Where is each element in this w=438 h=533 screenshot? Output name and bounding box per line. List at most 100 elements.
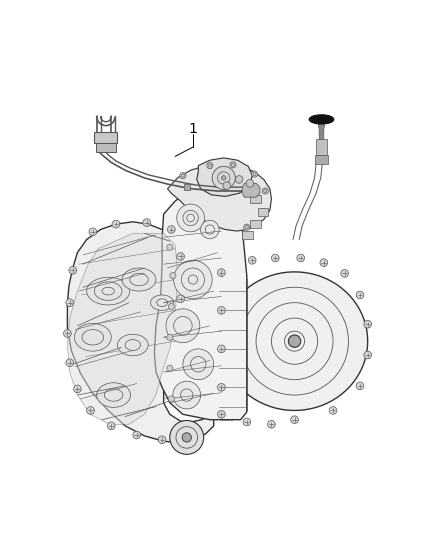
Polygon shape: [316, 140, 327, 155]
Circle shape: [207, 163, 213, 168]
Circle shape: [167, 244, 173, 251]
Polygon shape: [94, 132, 117, 142]
Polygon shape: [250, 220, 261, 228]
Circle shape: [180, 173, 186, 179]
Circle shape: [167, 225, 175, 233]
Polygon shape: [157, 299, 167, 306]
Polygon shape: [222, 272, 367, 410]
Circle shape: [133, 431, 141, 439]
Circle shape: [107, 422, 115, 430]
Circle shape: [74, 385, 81, 393]
Circle shape: [173, 260, 212, 299]
Circle shape: [291, 416, 298, 424]
Circle shape: [235, 175, 243, 183]
Circle shape: [201, 220, 219, 239]
Circle shape: [177, 253, 184, 260]
Circle shape: [221, 175, 226, 180]
Polygon shape: [122, 268, 156, 291]
Polygon shape: [151, 295, 173, 310]
Ellipse shape: [309, 115, 334, 124]
Polygon shape: [67, 233, 177, 424]
Circle shape: [87, 407, 94, 414]
Circle shape: [183, 210, 198, 225]
Polygon shape: [82, 329, 103, 345]
Polygon shape: [96, 142, 116, 152]
Polygon shape: [167, 164, 272, 231]
Circle shape: [158, 436, 166, 443]
Circle shape: [173, 317, 192, 335]
Circle shape: [168, 303, 174, 310]
Circle shape: [69, 266, 77, 274]
Circle shape: [356, 382, 364, 390]
Polygon shape: [184, 184, 190, 190]
Polygon shape: [130, 273, 148, 286]
Circle shape: [112, 220, 120, 228]
Circle shape: [218, 384, 225, 391]
Circle shape: [180, 389, 193, 401]
Circle shape: [230, 161, 236, 168]
Circle shape: [243, 418, 251, 426]
Circle shape: [66, 359, 74, 367]
Circle shape: [341, 270, 349, 277]
Circle shape: [246, 180, 254, 187]
Circle shape: [167, 365, 173, 371]
Circle shape: [364, 351, 371, 359]
Circle shape: [251, 171, 258, 177]
Circle shape: [268, 421, 276, 428]
Circle shape: [170, 273, 176, 279]
Circle shape: [244, 224, 250, 230]
Circle shape: [218, 306, 225, 314]
Polygon shape: [258, 208, 268, 216]
Circle shape: [166, 309, 200, 343]
Polygon shape: [242, 183, 260, 197]
Circle shape: [182, 433, 191, 442]
Circle shape: [168, 396, 174, 402]
Circle shape: [329, 407, 337, 414]
Circle shape: [173, 381, 201, 409]
Circle shape: [356, 291, 364, 299]
Polygon shape: [197, 158, 252, 196]
Polygon shape: [102, 287, 114, 295]
Polygon shape: [250, 195, 261, 203]
Circle shape: [364, 320, 371, 328]
Circle shape: [177, 204, 205, 232]
Polygon shape: [87, 277, 130, 305]
Polygon shape: [155, 187, 247, 419]
Circle shape: [212, 166, 235, 189]
Circle shape: [205, 225, 215, 234]
Polygon shape: [242, 231, 253, 239]
Circle shape: [191, 357, 206, 372]
Circle shape: [183, 349, 214, 379]
Circle shape: [181, 268, 205, 291]
Circle shape: [320, 259, 328, 266]
Circle shape: [218, 345, 225, 353]
Polygon shape: [117, 334, 148, 356]
Circle shape: [143, 219, 151, 227]
Circle shape: [167, 334, 173, 341]
Text: 1: 1: [188, 123, 198, 136]
Polygon shape: [97, 383, 131, 407]
Polygon shape: [104, 389, 123, 401]
Polygon shape: [74, 324, 111, 351]
Circle shape: [187, 214, 194, 222]
Circle shape: [272, 254, 279, 262]
Polygon shape: [125, 340, 141, 350]
Polygon shape: [95, 282, 122, 300]
Circle shape: [223, 182, 231, 189]
Polygon shape: [218, 270, 247, 419]
Circle shape: [89, 228, 97, 236]
Circle shape: [248, 256, 256, 264]
Polygon shape: [318, 122, 325, 140]
Circle shape: [218, 269, 225, 277]
Circle shape: [297, 254, 304, 262]
Circle shape: [262, 188, 268, 194]
Circle shape: [64, 329, 71, 337]
Circle shape: [66, 299, 74, 306]
Polygon shape: [314, 155, 328, 164]
Circle shape: [188, 275, 198, 284]
Circle shape: [288, 335, 301, 348]
Circle shape: [261, 209, 267, 215]
Circle shape: [170, 421, 204, 454]
Polygon shape: [67, 222, 214, 443]
Circle shape: [218, 410, 225, 418]
